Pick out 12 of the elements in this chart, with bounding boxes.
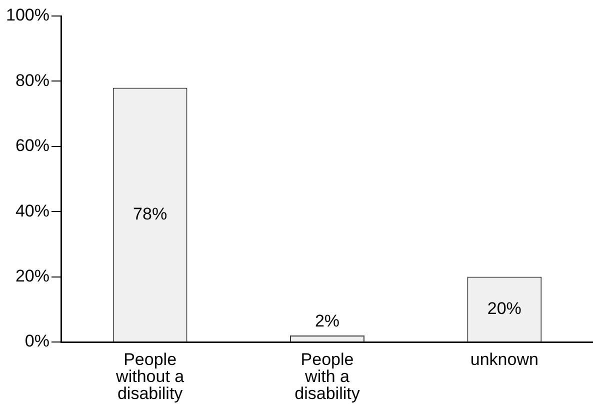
- y-tick-label: 60%: [15, 136, 50, 156]
- data-label: 2%: [314, 312, 340, 331]
- y-tick-label: 80%: [15, 70, 50, 90]
- data-label: 20%: [487, 298, 522, 318]
- x-tick-label: People with a disability: [294, 350, 360, 404]
- y-tick-label: 20%: [15, 266, 50, 286]
- y-tick-label: 0%: [24, 332, 50, 351]
- y-tick-label: 100%: [6, 6, 50, 25]
- y-tick-label: 40%: [15, 201, 50, 220]
- x-tick-label: People without a disability: [115, 350, 185, 404]
- x-tick-label: unknown: [470, 350, 538, 370]
- data-label: 78%: [133, 204, 168, 224]
